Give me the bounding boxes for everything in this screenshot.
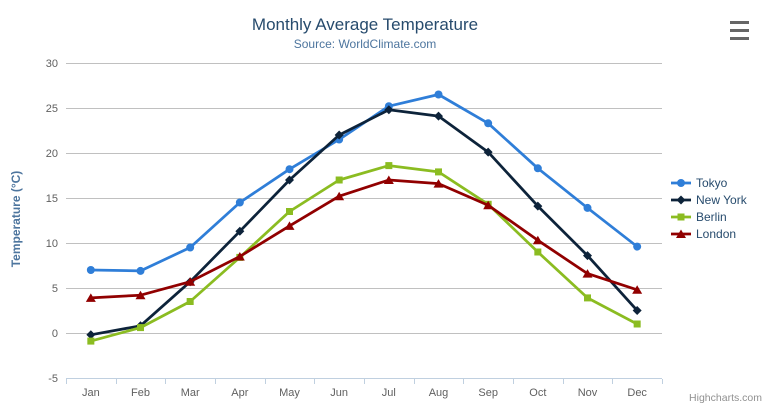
- x-axis-tick-label: Jul: [382, 387, 396, 399]
- square-marker: [186, 298, 194, 305]
- circle-marker: [484, 119, 493, 128]
- diamond-marker: [434, 111, 443, 121]
- triangle-marker: [135, 290, 146, 300]
- triangle-marker: [632, 285, 643, 294]
- x-axis-tick-label: Feb: [131, 387, 150, 399]
- square-marker: [385, 162, 393, 170]
- diamond-marker: [384, 105, 394, 115]
- series-new-york[interactable]: [86, 105, 642, 340]
- circle-marker: [677, 178, 685, 187]
- highcharts-credits-link[interactable]: Highcharts.com: [689, 392, 762, 404]
- series-line[interactable]: [89, 178, 639, 300]
- x-axis-tick-label: Jun: [330, 387, 348, 399]
- triangle-marker: [433, 179, 444, 188]
- x-axis-tick-label: Dec: [627, 387, 647, 399]
- circle-marker: [86, 266, 95, 274]
- y-axis-tick-label: -5: [48, 373, 58, 385]
- y-axis-tick-label: 30: [46, 58, 58, 70]
- chart-subtitle: Source: WorldClimate.com: [293, 37, 437, 51]
- circle-marker: [434, 90, 443, 99]
- circle-marker: [136, 266, 145, 275]
- legend-item-berlin[interactable]: Berlin: [671, 208, 747, 225]
- hamburger-icon: [730, 21, 750, 40]
- square-marker: [137, 324, 144, 332]
- circle-marker: [633, 242, 642, 251]
- legend-label: New York: [696, 192, 747, 207]
- chart-title: Monthly Average Temperature: [251, 15, 479, 34]
- diamond-marker: [483, 147, 493, 157]
- legend-label: Tokyo: [696, 175, 728, 190]
- diamond-marker: [285, 175, 294, 185]
- triangle-marker: [284, 221, 295, 230]
- series-line[interactable]: [89, 164, 639, 343]
- legend-item-london[interactable]: London: [671, 225, 747, 242]
- y-axis-title: Temperature (°C): [9, 170, 23, 268]
- triangle-marker: [85, 293, 96, 302]
- series-tokyo[interactable]: [86, 90, 642, 275]
- square-marker: [584, 294, 591, 302]
- triangle-marker: [483, 200, 494, 210]
- diamond-marker: [86, 330, 96, 340]
- circle-marker: [285, 165, 294, 174]
- square-marker: [87, 337, 95, 345]
- diamond-marker: [334, 130, 344, 140]
- square-marker: [633, 320, 641, 328]
- y-axis-tick-label: 20: [46, 148, 58, 160]
- square-marker: [534, 248, 542, 256]
- x-axis-tick-label: Jan: [82, 387, 100, 399]
- triangle-marker: [185, 277, 196, 286]
- diamond-legend-symbol-icon: [671, 195, 691, 204]
- x-axis-tick-label: Nov: [578, 387, 598, 399]
- x-axis-tick-label: Mar: [181, 387, 200, 399]
- x-axis-tick-label: Aug: [429, 387, 449, 399]
- y-axis-tick-label: 15: [46, 193, 58, 205]
- circle-legend-symbol-icon: [671, 178, 691, 187]
- legend-item-new-york[interactable]: New York: [671, 191, 747, 208]
- diamond-marker: [235, 226, 245, 236]
- x-axis-tick-label: Oct: [529, 387, 546, 399]
- y-axis-tick-label: 25: [46, 103, 58, 115]
- y-axis-tick-label: 0: [52, 328, 58, 340]
- diamond-marker: [533, 201, 543, 211]
- series-berlin[interactable]: [87, 162, 641, 345]
- diamond-marker: [632, 306, 642, 315]
- circle-marker: [235, 198, 244, 207]
- series-line[interactable]: [89, 108, 639, 337]
- y-axis-tick-label: 5: [52, 283, 58, 295]
- x-axis-tick-label: Sep: [478, 387, 498, 399]
- legend-item-tokyo[interactable]: Tokyo: [671, 174, 747, 191]
- diamond-marker: [583, 251, 592, 261]
- circle-marker: [583, 203, 592, 212]
- triangle-marker: [383, 175, 394, 184]
- y-axis-tick-label: 10: [46, 238, 58, 250]
- circle-marker: [186, 243, 195, 252]
- square-marker: [677, 213, 685, 220]
- square-marker: [435, 168, 442, 176]
- context-menu-button[interactable]: [730, 21, 750, 41]
- series-london[interactable]: [85, 175, 643, 302]
- diamond-marker: [676, 195, 686, 204]
- triangle-marker: [582, 269, 593, 278]
- triangle-marker: [676, 229, 686, 238]
- triangle-marker: [234, 252, 245, 261]
- triangle-legend-symbol-icon: [671, 229, 691, 238]
- legend: Tokyo New York Berlin London: [671, 174, 747, 242]
- square-legend-symbol-icon: [671, 213, 691, 220]
- triangle-marker: [334, 191, 345, 201]
- x-axis-tick-label: May: [279, 387, 300, 399]
- triangle-marker: [532, 235, 543, 245]
- legend-label: Berlin: [696, 209, 727, 224]
- square-marker: [286, 208, 293, 215]
- legend-label: London: [696, 226, 737, 241]
- circle-marker: [533, 164, 542, 173]
- square-marker: [335, 176, 343, 184]
- x-axis-tick-label: Apr: [231, 387, 248, 399]
